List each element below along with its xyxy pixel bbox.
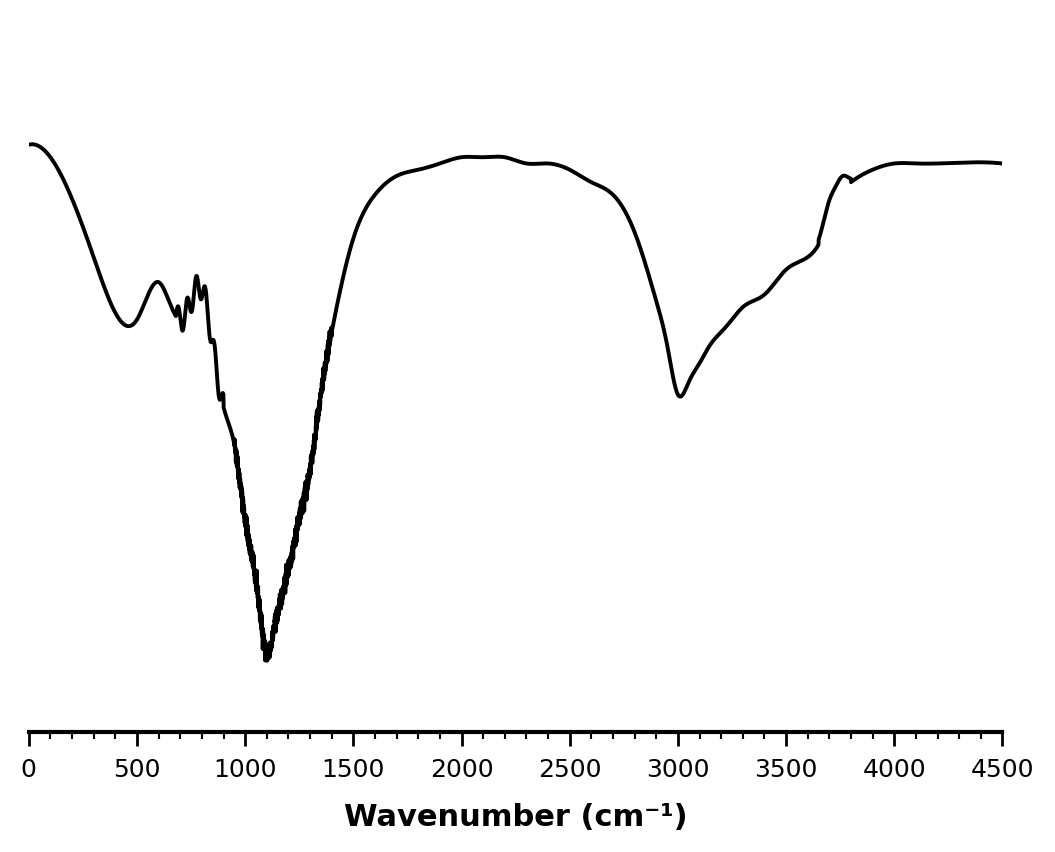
X-axis label: Wavenumber (cm⁻¹): Wavenumber (cm⁻¹) xyxy=(344,802,688,831)
